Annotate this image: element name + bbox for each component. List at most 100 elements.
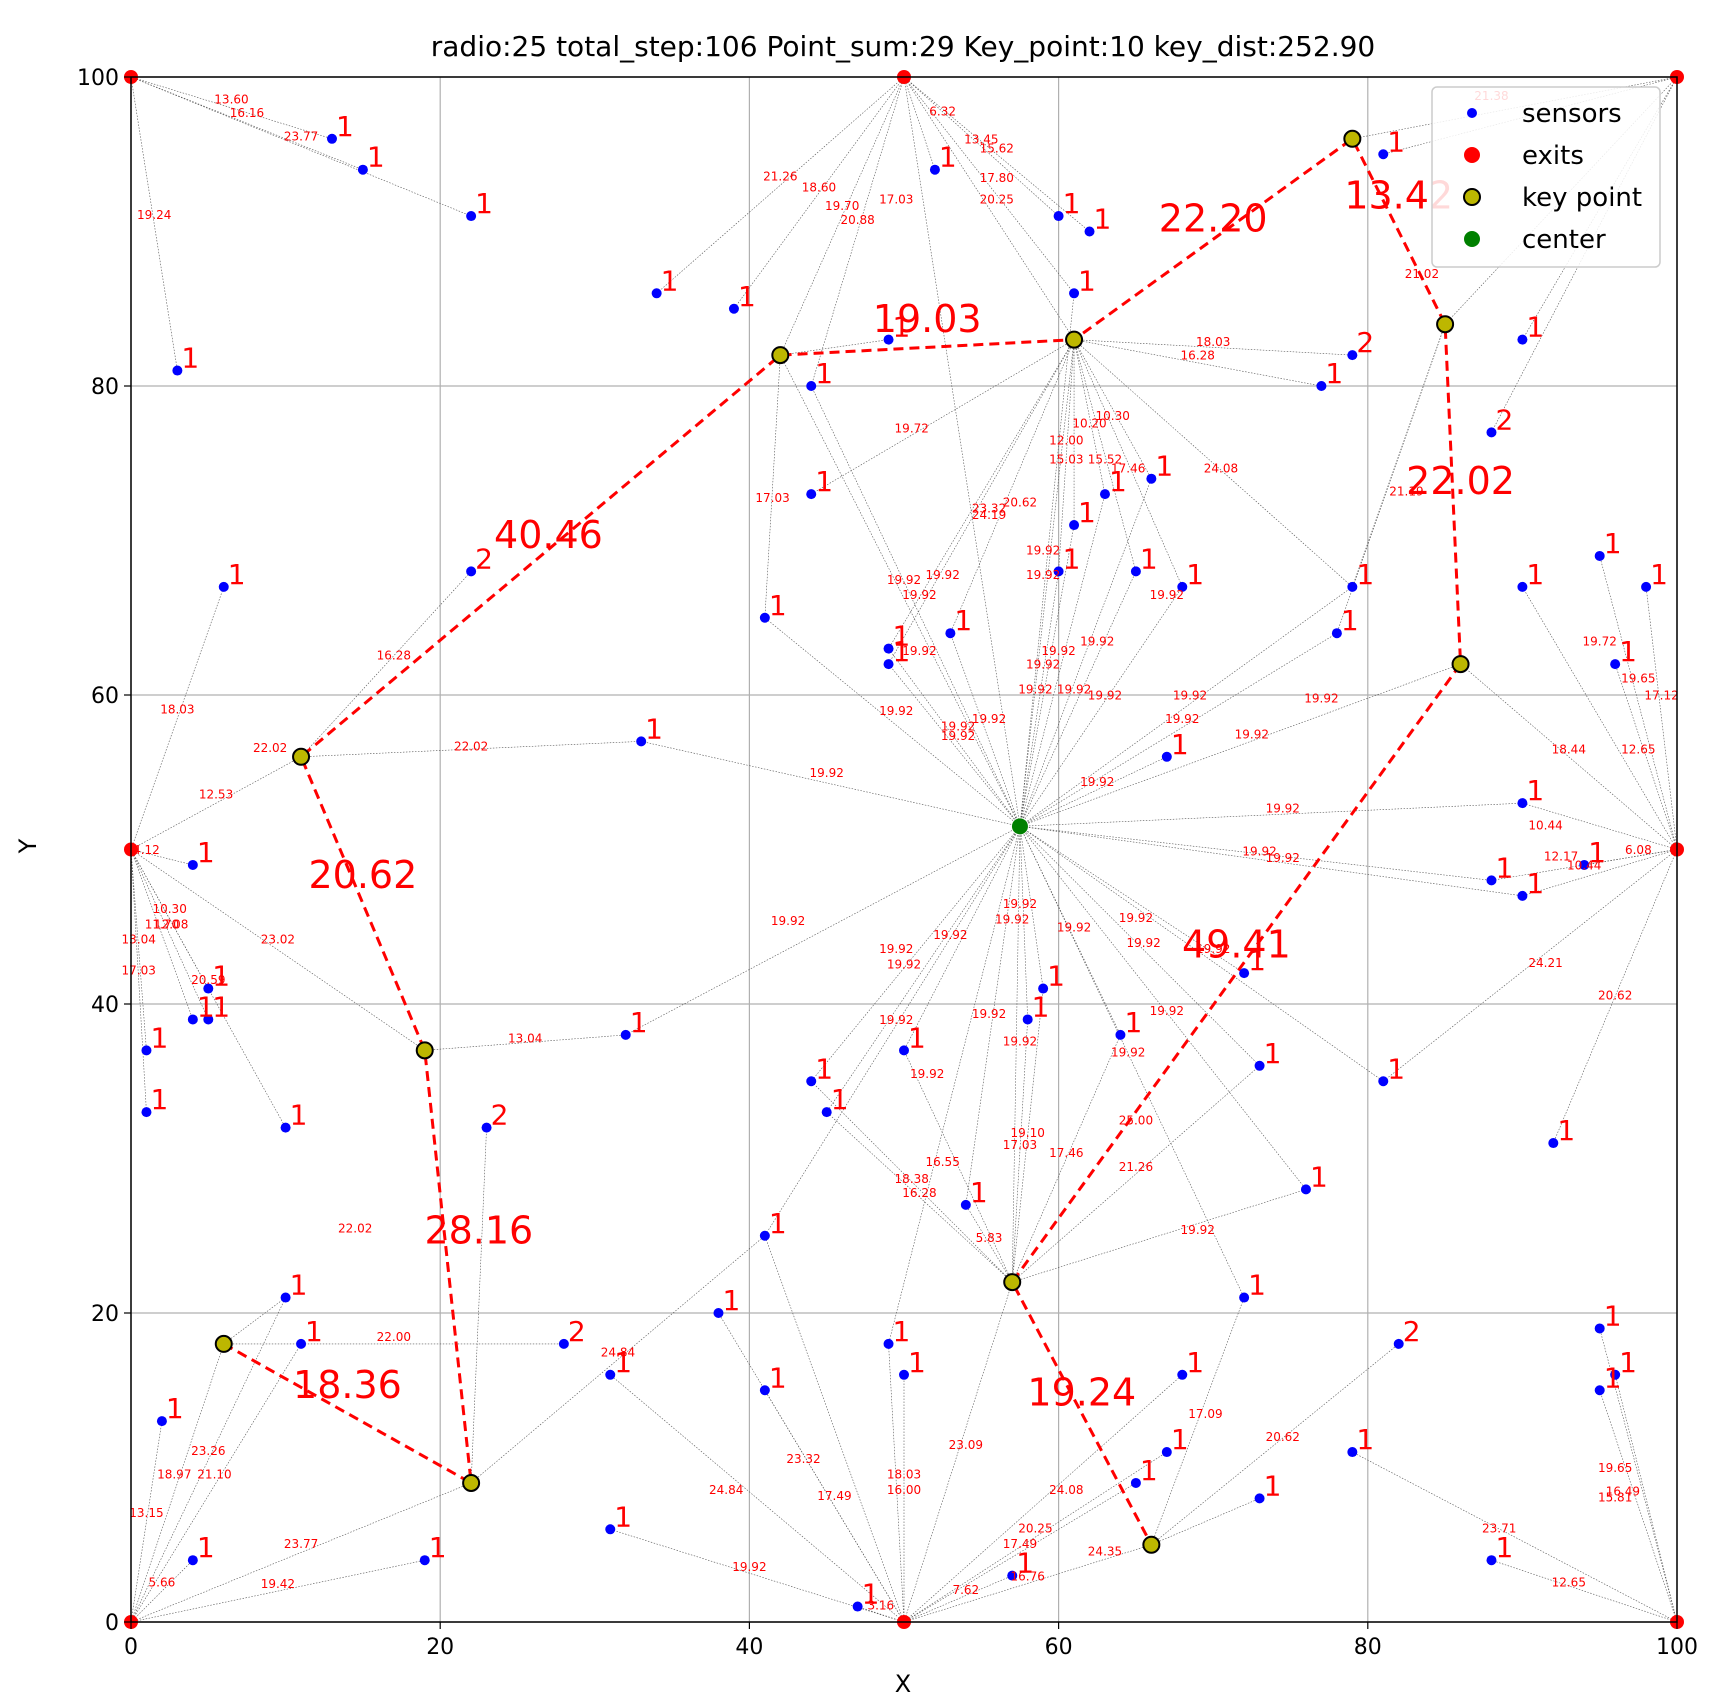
distance-label: 17.49 — [817, 1489, 851, 1503]
connection-line — [1012, 1189, 1307, 1283]
sensor-count-label: 1 — [661, 264, 679, 297]
connection-line — [1151, 1297, 1245, 1545]
connection-line — [764, 617, 1021, 827]
sensor-point — [728, 303, 739, 314]
sensor-point — [883, 659, 894, 670]
connection-line — [888, 339, 1075, 649]
links-layer — [130, 76, 1678, 1623]
sensor-count-label: 1 — [738, 280, 756, 313]
legend-label: center — [1522, 225, 1606, 255]
y-tick-label: 20 — [91, 1302, 119, 1327]
distance-label: 10.20 — [1072, 417, 1106, 431]
connection-line — [130, 1297, 286, 1623]
connection-line — [1019, 586, 1183, 827]
distance-label: 23.32 — [972, 502, 1006, 516]
distance-label: 12.53 — [199, 788, 233, 802]
sensor-count-label: 1 — [290, 1099, 308, 1132]
distance-label: 23.77 — [284, 1537, 318, 1551]
distance-label: 10.44 — [1528, 818, 1562, 832]
distance-label: 19.92 — [1126, 936, 1160, 950]
connection-line — [1019, 478, 1152, 827]
connection-line — [1011, 1019, 1028, 1283]
path-segment-label: 28.16 — [424, 1208, 533, 1252]
y-tick-label: 40 — [91, 993, 119, 1018]
sensor-count-label: 1 — [769, 589, 787, 622]
connection-line — [1019, 632, 1338, 827]
connection-line — [1011, 988, 1044, 1283]
sensor-point — [1610, 659, 1621, 670]
distance-label: 13.04 — [122, 933, 156, 947]
path-segment-label: 22.20 — [1159, 197, 1268, 241]
distance-label: 12.17 — [1544, 849, 1578, 863]
sensor-count-label: 1 — [614, 1500, 632, 1533]
sensor-point — [1254, 1493, 1265, 1504]
sensor-point — [636, 736, 647, 747]
connection-line — [764, 355, 781, 618]
sensor-point — [899, 1369, 909, 1380]
connection-line — [826, 826, 1021, 1113]
key-point-marker — [771, 346, 790, 365]
sensor-count-label: 1 — [1341, 604, 1359, 637]
distance-label: 19.65 — [1598, 1461, 1632, 1475]
connection-line — [1073, 339, 1353, 588]
connection-line — [130, 849, 194, 1020]
sensor-point — [1053, 566, 1064, 577]
distance-label: 17.03 — [122, 964, 156, 978]
connection-line — [903, 826, 1021, 1051]
sensor-point — [187, 1014, 198, 1025]
sensor-count-label: 1 — [893, 311, 911, 344]
connection-line — [888, 663, 1021, 827]
distance-label: 19.92 — [879, 704, 913, 718]
sensor-count-label: 1 — [1356, 1423, 1374, 1456]
connection-line — [1614, 1374, 1678, 1623]
connection-line — [1011, 826, 1021, 1283]
distance-label: 24.84 — [601, 1345, 635, 1359]
connection-line — [1336, 324, 1446, 634]
connection-line — [718, 1312, 905, 1623]
sensor-point — [1378, 1076, 1389, 1087]
sensor-point — [1331, 628, 1342, 639]
connection-line — [625, 826, 1021, 1036]
distance-label: 18.38 — [895, 1172, 929, 1186]
x-axis-title: X — [895, 1670, 911, 1698]
y-tick-label: 80 — [91, 375, 119, 400]
distance-label: 21.19 — [1389, 485, 1423, 499]
sensor-count-label: 1 — [1604, 527, 1622, 560]
distance-label: 16.28 — [377, 648, 411, 662]
distance-label: 17.49 — [1003, 1537, 1037, 1551]
distance-label: 24.19 — [972, 508, 1006, 522]
distance-label: 19.92 — [910, 1067, 944, 1081]
key-point-marker — [462, 1473, 481, 1492]
connection-line — [888, 826, 1021, 1344]
x-tick-label: 80 — [1354, 1635, 1382, 1660]
connection-line — [1019, 826, 1121, 1036]
distance-label: 12.00 — [1049, 434, 1083, 448]
sensor-count-label: 1 — [722, 1284, 740, 1317]
connection-line — [130, 849, 425, 1051]
sensor-count-label: 1 — [1495, 851, 1513, 884]
connection-line — [1151, 1343, 1399, 1545]
sensor-point — [1594, 550, 1605, 561]
distance-label: 19.92 — [1026, 658, 1060, 672]
distance-label: 13.15 — [129, 1506, 163, 1520]
sensor-point — [1486, 875, 1497, 886]
connection-line — [130, 1343, 302, 1623]
distance-label: 19.92 — [1150, 1004, 1184, 1018]
distance-label: 7.62 — [952, 1583, 979, 1597]
sensor-point — [821, 1107, 832, 1118]
distance-label: 15.52 — [1088, 452, 1122, 466]
chart-title: radio:25 total_step:106 Point_sum:29 Key… — [431, 30, 1375, 63]
distance-label: 19.92 — [972, 1007, 1006, 1021]
connection-line — [1073, 339, 1137, 572]
distance-label: 19.92 — [902, 644, 936, 658]
distance-label: 21.02 — [1405, 267, 1439, 281]
sensor-count-label: 1 — [1248, 1269, 1266, 1302]
connection-line — [130, 849, 147, 1113]
connection-line — [1019, 826, 1492, 881]
distance-label: 15.81 — [1598, 1490, 1632, 1504]
sensor-point — [1517, 890, 1528, 901]
distance-label: 20.62 — [1003, 496, 1037, 510]
connection-line — [130, 849, 209, 1020]
sensor-count-label: 2 — [475, 542, 493, 575]
distance-label: 19.92 — [810, 766, 844, 780]
